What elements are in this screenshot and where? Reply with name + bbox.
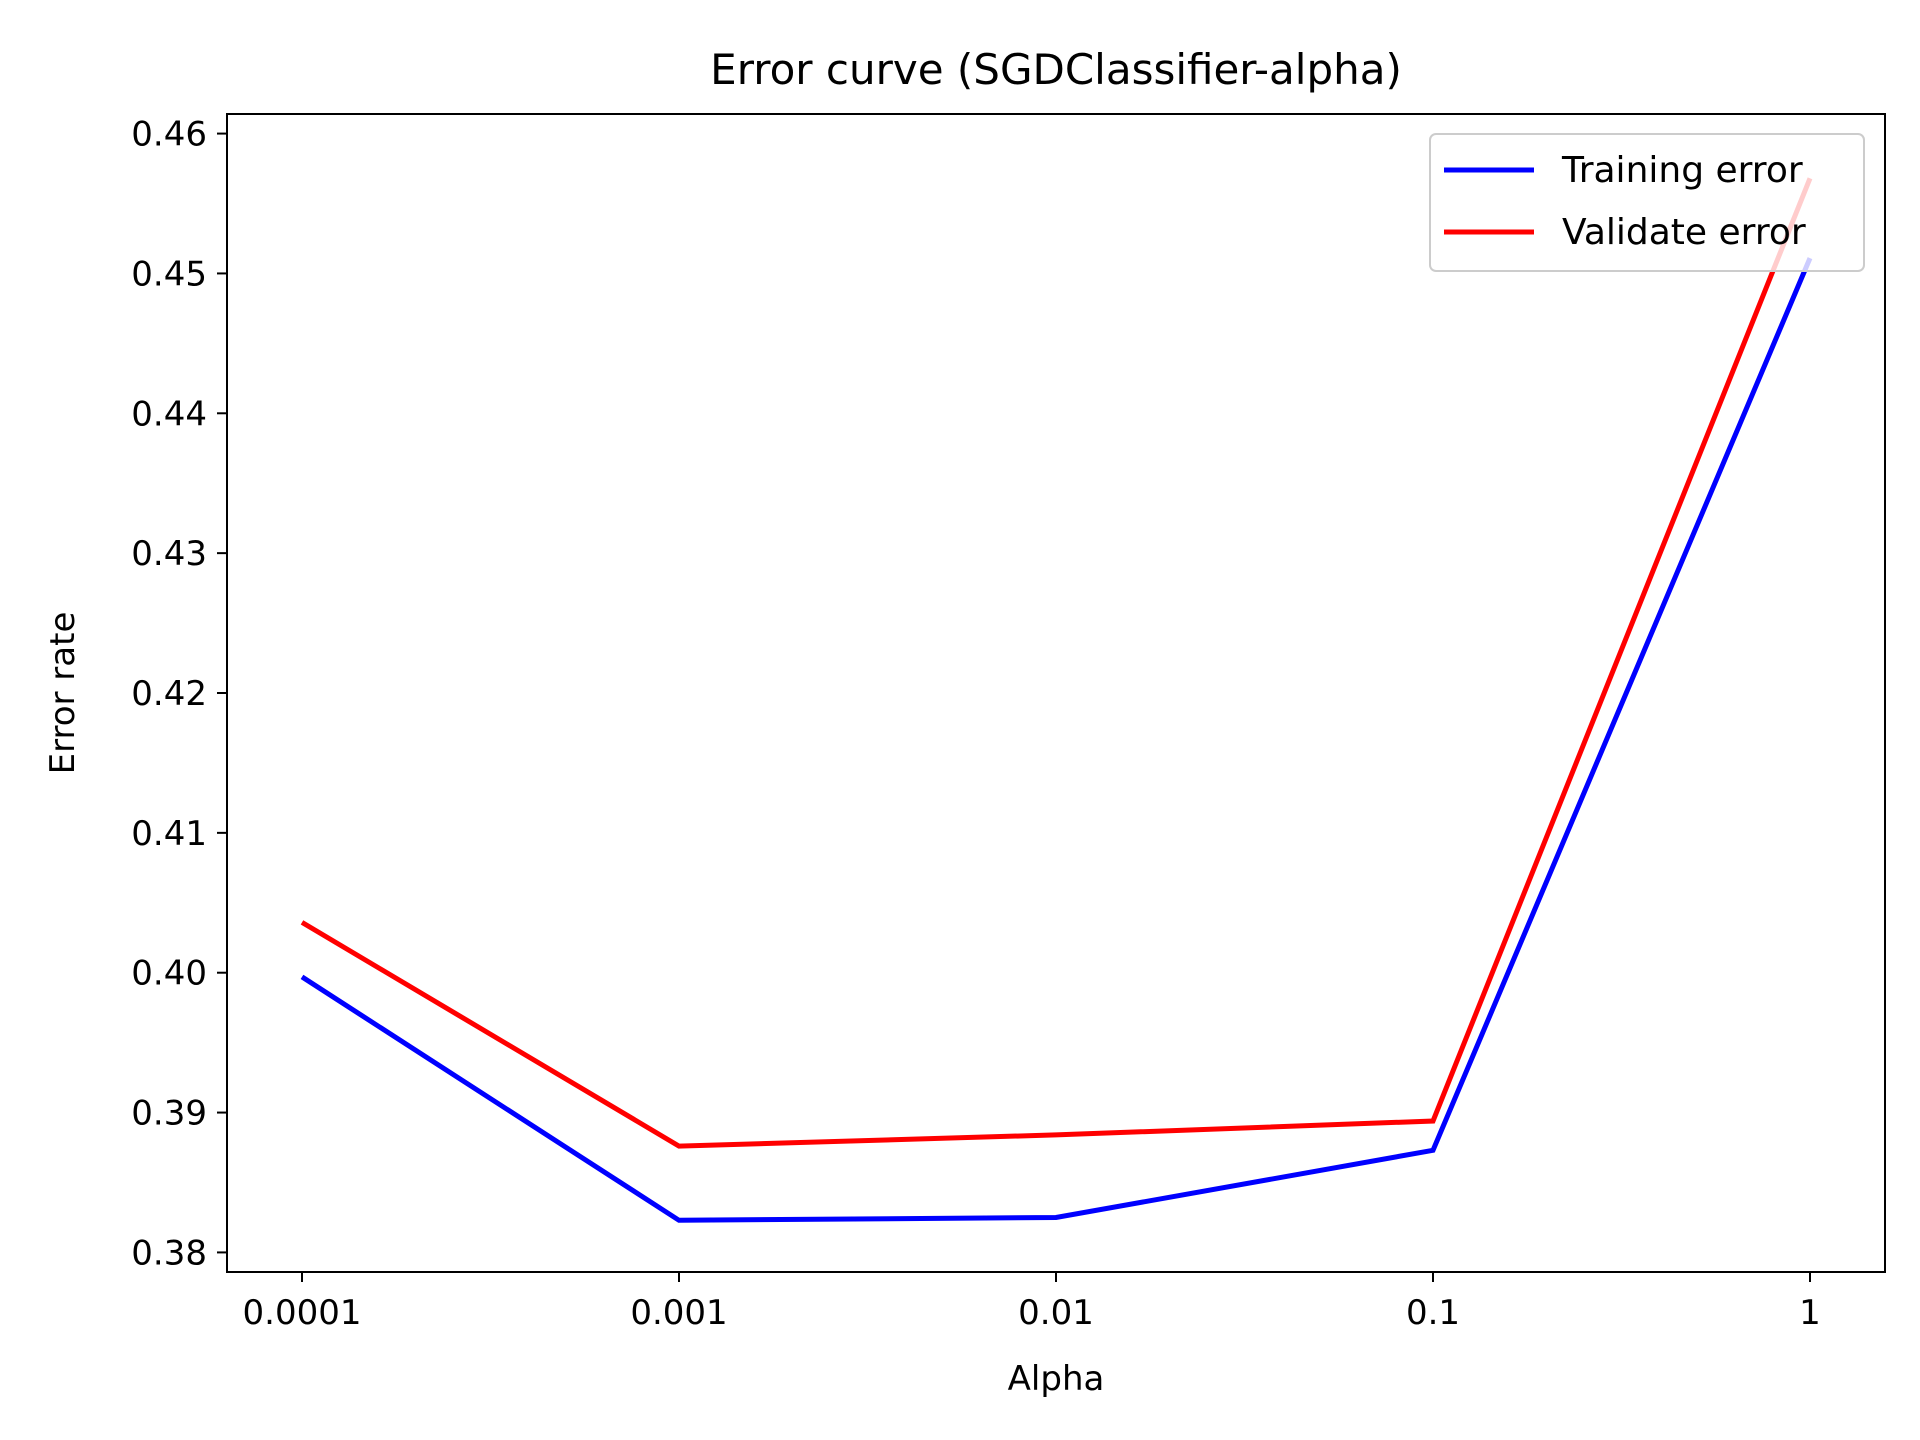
y-tick-label: 0.40 bbox=[131, 954, 207, 994]
legend: Training error Validate error bbox=[1429, 133, 1865, 272]
y-tick-label: 0.46 bbox=[131, 115, 207, 155]
y-axis-label: Error rate bbox=[43, 612, 83, 775]
plot-lines bbox=[300, 177, 1813, 1223]
legend-box bbox=[1429, 133, 1865, 272]
y-tick-label: 0.38 bbox=[131, 1233, 207, 1273]
y-axis-ticks: 0.38 0.39 0.40 0.41 0.42 0.43 0.44 0.45 0.46 bbox=[131, 115, 227, 1273]
x-tick-label: 0.0001 bbox=[243, 1293, 362, 1333]
y-tick-label: 0.43 bbox=[131, 534, 207, 574]
x-tick-label: 0.01 bbox=[1018, 1293, 1094, 1333]
x-tick-label: 0.001 bbox=[630, 1293, 727, 1333]
legend-label-training: Training error bbox=[1561, 150, 1803, 191]
y-tick-label: 0.42 bbox=[131, 674, 207, 714]
x-axis-ticks: 0.0001 0.001 0.01 0.1 1 bbox=[243, 1272, 1821, 1333]
y-tick-label: 0.44 bbox=[131, 394, 207, 434]
chart-title: Error curve (SGDClassifier-alpha) bbox=[710, 45, 1402, 94]
y-tick-label: 0.39 bbox=[131, 1094, 207, 1134]
y-tick-label: 0.45 bbox=[131, 254, 207, 294]
x-tick-label: 1 bbox=[1799, 1293, 1821, 1333]
series-line-training bbox=[300, 257, 1813, 1223]
legend-label-validate: Validate error bbox=[1562, 212, 1806, 253]
x-axis-label: Alpha bbox=[1008, 1359, 1105, 1399]
y-tick-label: 0.41 bbox=[131, 814, 207, 854]
x-tick-label: 0.1 bbox=[1406, 1293, 1460, 1333]
series-line-validate bbox=[300, 177, 1813, 1149]
